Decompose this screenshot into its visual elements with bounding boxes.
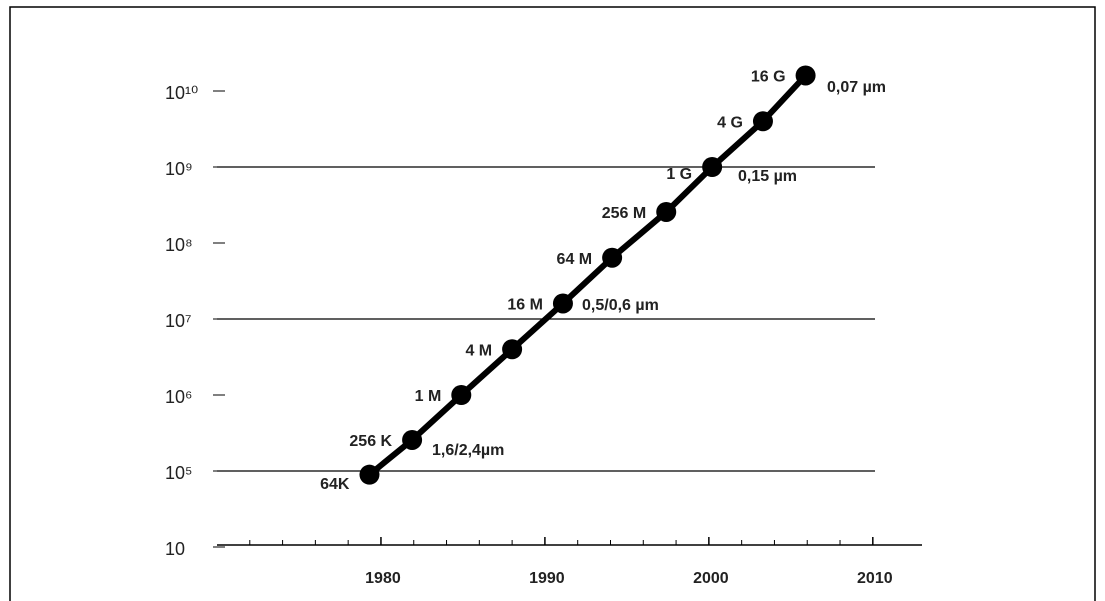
data-point bbox=[702, 157, 723, 177]
data-point bbox=[402, 429, 423, 450]
annotation: 0,15 µm bbox=[738, 168, 797, 185]
value-label: 1 G bbox=[666, 166, 692, 183]
data-point bbox=[502, 339, 523, 360]
y-tick-label: 10⁷ bbox=[165, 311, 192, 331]
data-point bbox=[752, 111, 773, 132]
data-point bbox=[795, 65, 816, 86]
x-tick-label: 1980 bbox=[365, 570, 401, 587]
y-tick-label: 10¹⁰ bbox=[165, 83, 198, 103]
value-label: 4 M bbox=[465, 342, 492, 359]
x-tick-label: 1990 bbox=[529, 570, 565, 587]
y-tick-label: 10⁶ bbox=[165, 387, 192, 407]
y-tick-label: 10⁹ bbox=[165, 159, 193, 179]
annotation: 0,5/0,6 µm bbox=[582, 297, 659, 314]
value-label: 256 M bbox=[602, 205, 646, 222]
value-label: 16 M bbox=[507, 297, 543, 314]
frame bbox=[9, 6, 1096, 601]
data-point bbox=[451, 385, 472, 405]
data-point bbox=[552, 293, 573, 314]
value-label: 16 G bbox=[751, 69, 786, 86]
value-label: 64 M bbox=[557, 251, 593, 268]
y-tick-label: 10⁸ bbox=[165, 235, 193, 255]
trend-line bbox=[367, 73, 808, 478]
value-label: 256 K bbox=[349, 433, 392, 450]
data-point bbox=[359, 464, 380, 485]
annotation: 1,6/2,4µm bbox=[432, 442, 504, 459]
y-tick-label: 10 bbox=[165, 539, 185, 559]
value-label: 64K bbox=[320, 476, 350, 493]
annotation: 0,07 µm bbox=[827, 79, 886, 96]
x-tick-label: 2010 bbox=[857, 570, 893, 587]
y-tick-label: 10⁵ bbox=[165, 463, 192, 483]
data-point bbox=[602, 247, 623, 268]
value-label: 4 G bbox=[717, 114, 743, 131]
value-label: 1 M bbox=[415, 388, 442, 405]
data-point bbox=[656, 201, 677, 222]
x-tick-label: 2000 bbox=[693, 570, 729, 587]
